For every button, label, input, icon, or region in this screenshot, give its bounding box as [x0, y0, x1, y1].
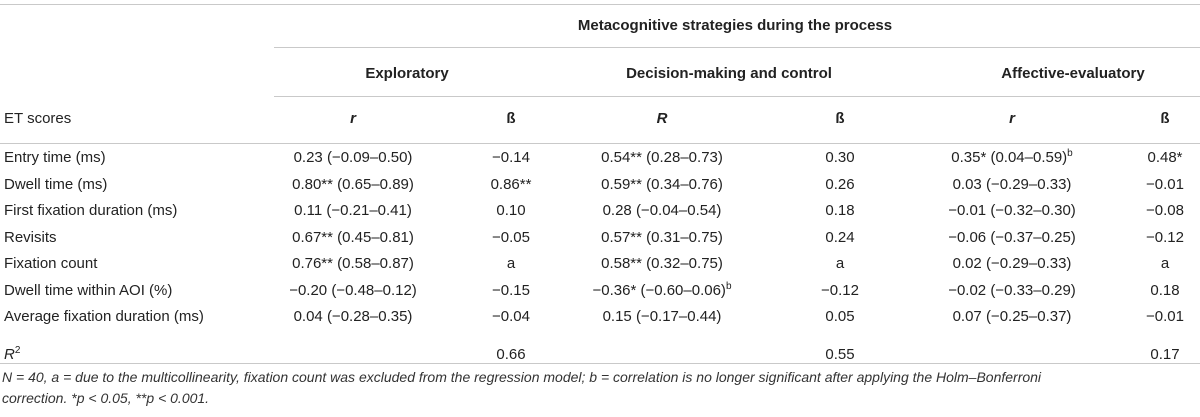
- table-cell: 0.07 (−0.25–0.37): [952, 308, 1072, 325]
- table-cell: 0.76** (0.58–0.87): [292, 255, 414, 272]
- table-cell: 0.02 (−0.29–0.33): [952, 255, 1072, 272]
- r-squared-label: R2: [4, 345, 21, 364]
- table-cell: 0.11 (−0.21–0.41): [294, 202, 412, 219]
- row-label-header: ET scores: [4, 110, 72, 127]
- row-label: Revisits: [4, 229, 57, 246]
- r-squared-decision: 0.55: [825, 346, 855, 363]
- stat-header-r-2: R: [656, 110, 668, 127]
- table-cell: 0.03 (−0.29–0.33): [952, 176, 1072, 193]
- row-label: Dwell time within AOI (%): [4, 282, 173, 299]
- row-label: Dwell time (ms): [4, 176, 108, 193]
- table-cell: 0.24: [825, 229, 855, 246]
- table-cell: −0.15: [492, 282, 530, 299]
- table-cell: −0.12: [1146, 229, 1184, 246]
- table-cell: −0.01 (−0.32–0.30): [948, 202, 1076, 219]
- group-decision-making: Decision-making and control: [626, 65, 832, 82]
- table-cell: 0.86**: [490, 176, 532, 193]
- table-cell: 0.04 (−0.28–0.35): [293, 308, 413, 325]
- table-cell: 0.26: [825, 176, 855, 193]
- stat-header-beta-1: ß: [506, 110, 516, 127]
- r-squared-affective: 0.17: [1150, 346, 1180, 363]
- row-label: Average fixation duration (ms): [4, 308, 204, 325]
- row-label: Entry time (ms): [4, 149, 106, 166]
- table-cell: 0.58** (0.32–0.75): [601, 255, 723, 272]
- table-cell: −0.14: [492, 149, 530, 166]
- table-cell: −0.08: [1146, 202, 1184, 219]
- table-cell: 0.54** (0.28–0.73): [601, 149, 723, 166]
- table-cell: −0.06 (−0.37–0.25): [948, 229, 1076, 246]
- table-cell: 0.18: [825, 202, 855, 219]
- stat-header-beta-3: ß: [1160, 110, 1170, 127]
- table-cell: 0.35* (0.04–0.59)b: [951, 148, 1073, 167]
- group-title: Metacognitive strategies during the proc…: [577, 17, 893, 34]
- table-cell: 0.59** (0.34–0.76): [601, 176, 723, 193]
- table-cell: 0.67** (0.45–0.81): [292, 229, 414, 246]
- table-cell: 0.48*: [1147, 149, 1183, 166]
- table-cell: −0.01: [1146, 176, 1184, 193]
- table-cell: −0.05: [492, 229, 530, 246]
- stat-header-beta-2: ß: [835, 110, 845, 127]
- table-cell: 0.57** (0.31–0.75): [601, 229, 723, 246]
- table-cell: a: [835, 255, 845, 272]
- stat-header-r-3: r: [1009, 110, 1015, 127]
- table-cell: 0.30: [825, 149, 855, 166]
- table-cell: −0.12: [821, 282, 859, 299]
- table-cell: −0.04: [492, 308, 530, 325]
- stat-header-r-1: r: [350, 110, 356, 127]
- table-cell: 0.18: [1150, 282, 1180, 299]
- table-cell: 0.23 (−0.09–0.50): [293, 149, 413, 166]
- table-cell: 0.28 (−0.04–0.54): [602, 202, 722, 219]
- table-cell: −0.36* (−0.60–0.06)b: [592, 281, 732, 300]
- row-label: Fixation count: [4, 255, 98, 272]
- group-affective-evaluatory: Affective-evaluatory: [1001, 65, 1145, 82]
- table-cell: 0.15 (−0.17–0.44): [602, 308, 722, 325]
- bottom-rule: [0, 363, 1200, 364]
- table-footnote: N = 40, a = due to the multicollinearity…: [2, 369, 1042, 406]
- table-cell: −0.01: [1146, 308, 1184, 325]
- table-cell: a: [506, 255, 516, 272]
- table-cell: −0.02 (−0.33–0.29): [948, 282, 1076, 299]
- table-cell: 0.10: [496, 202, 526, 219]
- table-cell: 0.80** (0.65–0.89): [292, 176, 414, 193]
- top-rule: [0, 4, 1200, 5]
- group-exploratory: Exploratory: [365, 65, 449, 82]
- table-cell: 0.05: [825, 308, 855, 325]
- table-cell: −0.20 (−0.48–0.12): [289, 282, 417, 299]
- group-rule: [274, 47, 1200, 48]
- header-bottom-rule: [0, 143, 1200, 144]
- row-label: First fixation duration (ms): [4, 202, 178, 219]
- table-cell: a: [1160, 255, 1170, 272]
- r-squared-exploratory: 0.66: [496, 346, 526, 363]
- subgroup-rule: [274, 96, 1200, 97]
